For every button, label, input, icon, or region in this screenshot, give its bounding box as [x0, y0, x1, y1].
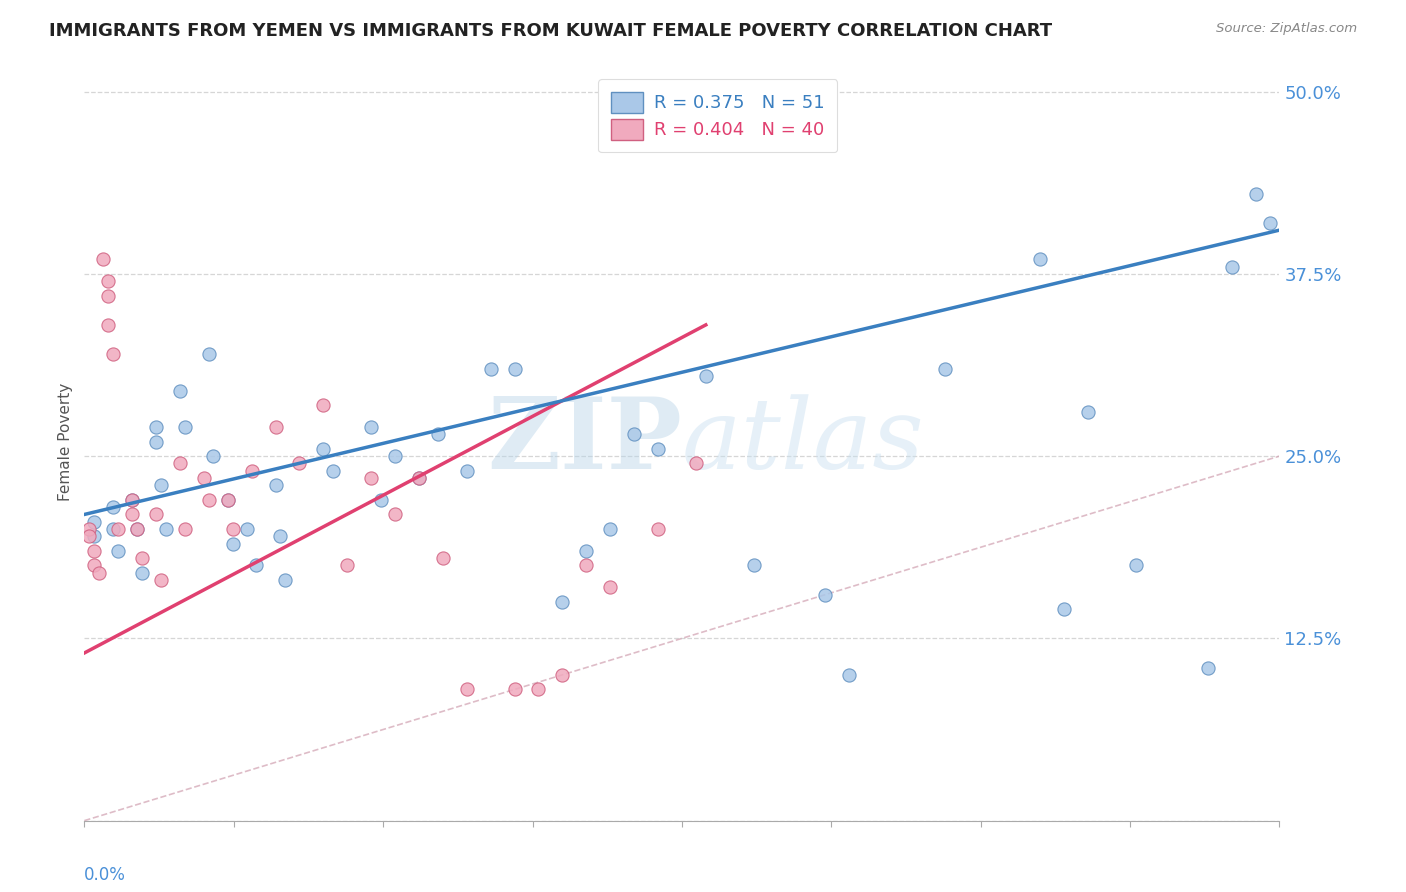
Point: [1220, 260, 1243, 274]
Point: [145, 434, 167, 449]
Point: [121, 492, 143, 507]
Point: [221, 522, 243, 536]
Point: [121, 492, 143, 507]
Point: [1197, 660, 1219, 674]
Point: [1244, 186, 1267, 201]
Point: [274, 573, 297, 587]
Point: [479, 361, 502, 376]
Point: [427, 427, 450, 442]
Point: [93, 252, 115, 267]
Point: [125, 522, 148, 536]
Point: [408, 471, 430, 485]
Point: [384, 508, 406, 522]
Point: [240, 464, 263, 478]
Point: [503, 361, 526, 376]
Point: [169, 384, 191, 398]
Point: [236, 522, 259, 536]
Point: [125, 522, 148, 536]
Point: [83, 515, 105, 529]
Point: [97, 289, 120, 303]
Point: [217, 492, 239, 507]
Point: [269, 529, 291, 543]
Point: [647, 442, 669, 456]
Point: [101, 347, 124, 361]
Point: [97, 318, 120, 332]
Point: [145, 420, 167, 434]
Point: [456, 682, 478, 697]
Point: [336, 558, 359, 573]
Point: [221, 536, 243, 550]
Point: [1029, 252, 1052, 267]
Point: [121, 508, 143, 522]
Point: [77, 529, 100, 543]
Y-axis label: Female Poverty: Female Poverty: [58, 383, 73, 500]
Point: [575, 558, 598, 573]
Point: [360, 420, 382, 434]
Point: [1077, 405, 1099, 419]
Point: [107, 522, 129, 536]
Point: [685, 457, 707, 471]
Point: [245, 558, 267, 573]
Point: [173, 522, 195, 536]
Point: [264, 420, 287, 434]
Point: [1258, 216, 1281, 230]
Point: [623, 427, 645, 442]
Point: [149, 478, 172, 492]
Point: [202, 449, 225, 463]
Point: [432, 551, 454, 566]
Point: [83, 544, 105, 558]
Point: [551, 595, 574, 609]
Point: [101, 500, 124, 515]
Point: [551, 668, 574, 682]
Point: [312, 398, 335, 412]
Point: [814, 588, 837, 602]
Point: [312, 442, 335, 456]
Point: [695, 368, 717, 383]
Point: [131, 551, 153, 566]
Point: [1053, 602, 1076, 616]
Text: atlas: atlas: [682, 394, 925, 489]
Point: [107, 544, 129, 558]
Text: Source: ZipAtlas.com: Source: ZipAtlas.com: [1216, 22, 1357, 36]
Point: [145, 508, 167, 522]
Point: [83, 558, 105, 573]
Point: [527, 682, 550, 697]
Point: [503, 682, 526, 697]
Point: [217, 492, 239, 507]
Point: [87, 566, 110, 580]
Point: [264, 478, 287, 492]
Point: [742, 558, 765, 573]
Point: [322, 464, 344, 478]
Point: [599, 522, 621, 536]
Point: [288, 457, 311, 471]
Point: [1125, 558, 1147, 573]
Point: [370, 492, 392, 507]
Point: [197, 347, 219, 361]
Text: 0.0%: 0.0%: [84, 866, 127, 884]
Point: [360, 471, 382, 485]
Point: [838, 668, 860, 682]
Point: [149, 573, 172, 587]
Point: [197, 492, 219, 507]
Point: [97, 274, 120, 288]
Point: [193, 471, 215, 485]
Text: ZIP: ZIP: [486, 393, 682, 490]
Point: [173, 420, 195, 434]
Point: [83, 529, 105, 543]
Point: [575, 544, 598, 558]
Legend: R = 0.375   N = 51, R = 0.404   N = 40: R = 0.375 N = 51, R = 0.404 N = 40: [598, 79, 838, 153]
Point: [77, 522, 100, 536]
Point: [169, 457, 191, 471]
Point: [101, 522, 124, 536]
Point: [384, 449, 406, 463]
Point: [408, 471, 430, 485]
Point: [456, 464, 478, 478]
Text: IMMIGRANTS FROM YEMEN VS IMMIGRANTS FROM KUWAIT FEMALE POVERTY CORRELATION CHART: IMMIGRANTS FROM YEMEN VS IMMIGRANTS FROM…: [49, 22, 1052, 40]
Point: [131, 566, 153, 580]
Point: [599, 580, 621, 594]
Point: [155, 522, 177, 536]
Point: [934, 361, 956, 376]
Point: [647, 522, 669, 536]
